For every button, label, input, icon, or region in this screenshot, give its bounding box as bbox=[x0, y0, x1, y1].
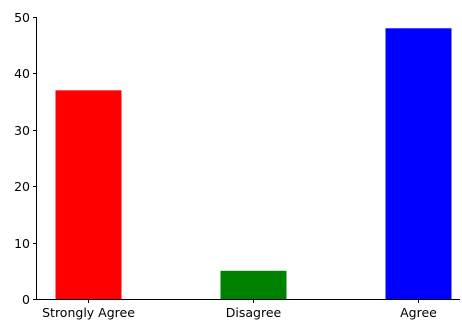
y-tick-label-40: 40 bbox=[14, 66, 30, 81]
y-tick-label-50: 50 bbox=[14, 10, 30, 25]
y-tick-label-30: 30 bbox=[14, 123, 30, 138]
x-tick-label-strongly-agree: Strongly Agree bbox=[42, 305, 135, 320]
y-tick-label-0: 0 bbox=[22, 292, 30, 307]
y-tick-label-20: 20 bbox=[14, 179, 30, 194]
y-axis: 0 10 20 30 40 50 bbox=[14, 10, 37, 307]
bar-agree bbox=[385, 28, 452, 300]
x-tick-label-agree: Agree bbox=[400, 305, 437, 320]
x-axis: Strongly Agree Disagree Agree bbox=[42, 299, 437, 320]
x-tick-label-disagree: Disagree bbox=[226, 305, 282, 320]
bars-group bbox=[55, 28, 452, 300]
bar-strongly-agree bbox=[55, 90, 122, 299]
y-tick-label-10: 10 bbox=[14, 236, 30, 251]
bar-disagree bbox=[220, 270, 287, 299]
